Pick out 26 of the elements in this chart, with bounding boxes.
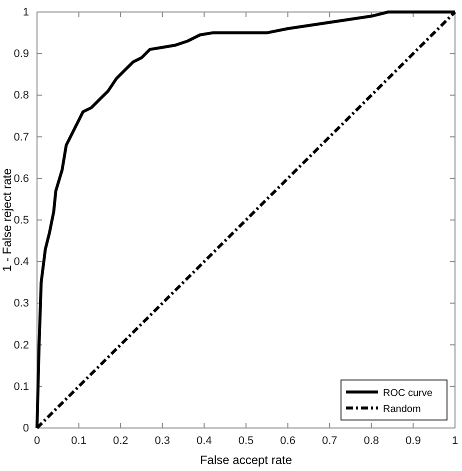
x-tick-label: 0.3 <box>154 434 170 447</box>
y-tick-label: 0.5 <box>14 214 29 227</box>
y-tick-label: 0.2 <box>14 339 29 352</box>
y-axis-title: 1 - False reject rate <box>0 168 14 272</box>
x-tick-label: 0.9 <box>406 434 421 447</box>
y-tick-label: 0.4 <box>14 256 29 268</box>
x-tick-label: 1 <box>452 434 458 447</box>
legend-label: Random <box>383 404 421 415</box>
x-tick-label: 0.8 <box>364 434 380 447</box>
x-tick-label: 0.1 <box>71 434 86 447</box>
y-tick-label: 0.3 <box>14 298 29 310</box>
x-tick-label: 0.5 <box>238 434 254 447</box>
x-tick-label: 0.2 <box>112 434 128 447</box>
y-tick-label: 1 <box>22 6 29 19</box>
x-tick-label: 0 <box>34 434 40 447</box>
y-tick-label: 0 <box>22 422 29 435</box>
y-tick-label: 0.6 <box>14 172 29 185</box>
y-tick-label: 0.9 <box>14 48 29 60</box>
y-tick-label: 0.1 <box>14 380 29 393</box>
x-tick-label: 0.4 <box>196 434 212 447</box>
x-tick-label: 0.6 <box>280 434 296 447</box>
legend-label: ROC curve <box>383 388 433 399</box>
y-tick-label: 0.7 <box>14 131 29 144</box>
x-tick-label: 0.7 <box>322 434 338 447</box>
y-tick-label: 0.8 <box>14 90 29 102</box>
x-axis-title: False accept rate <box>200 453 292 467</box>
